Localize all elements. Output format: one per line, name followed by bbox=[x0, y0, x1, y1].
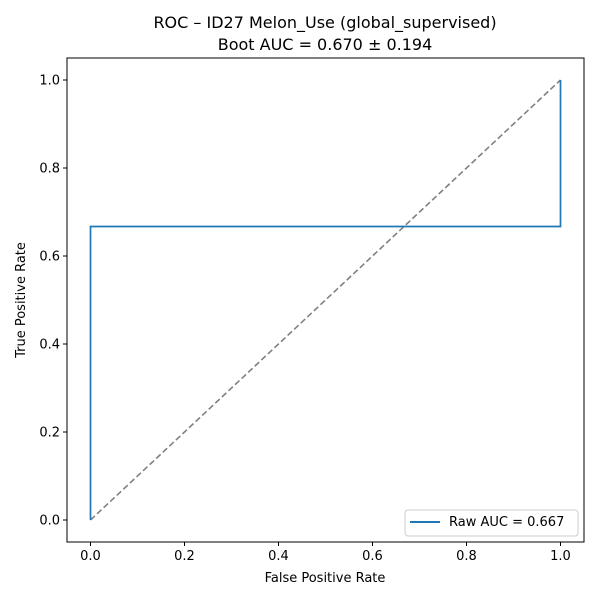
chart-title-line2: Boot AUC = 0.670 ± 0.194 bbox=[218, 35, 433, 54]
y-tick-label: 1.0 bbox=[39, 74, 60, 89]
chance-diagonal-line bbox=[89, 79, 562, 521]
x-tick-label: 0.6 bbox=[362, 549, 383, 564]
y-tick-label: 0.6 bbox=[39, 250, 60, 265]
plot-frame bbox=[66, 57, 585, 543]
y-tick-label: 0.0 bbox=[39, 514, 60, 529]
legend-box bbox=[404, 509, 579, 537]
x-tick-label: 0.8 bbox=[456, 549, 477, 564]
x-tick-label: 0.4 bbox=[268, 549, 289, 564]
x-axis-label: False Positive Rate bbox=[265, 571, 386, 586]
x-tick-label: 0.0 bbox=[80, 549, 101, 564]
y-tick-label: 0.2 bbox=[39, 426, 60, 441]
plot-area bbox=[89, 79, 562, 521]
y-tick-label: 0.8 bbox=[39, 162, 60, 177]
x-tick-label: 1.0 bbox=[550, 549, 571, 564]
y-tick-label: 0.4 bbox=[39, 338, 60, 353]
x-tick-label: 0.2 bbox=[174, 549, 195, 564]
legend: Raw AUC = 0.667 bbox=[404, 509, 579, 537]
chart-title-line1: ROC – ID27 Melon_Use (global_supervised) bbox=[153, 13, 496, 33]
y-axis-label: True Positive Rate bbox=[14, 242, 29, 359]
roc-curve-line bbox=[89, 80, 562, 520]
legend-label: Raw AUC = 0.667 bbox=[449, 515, 564, 530]
